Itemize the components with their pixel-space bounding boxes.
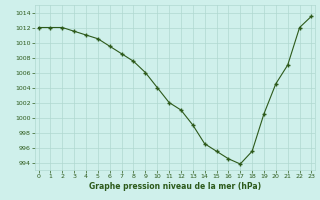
X-axis label: Graphe pression niveau de la mer (hPa): Graphe pression niveau de la mer (hPa) (89, 182, 261, 191)
